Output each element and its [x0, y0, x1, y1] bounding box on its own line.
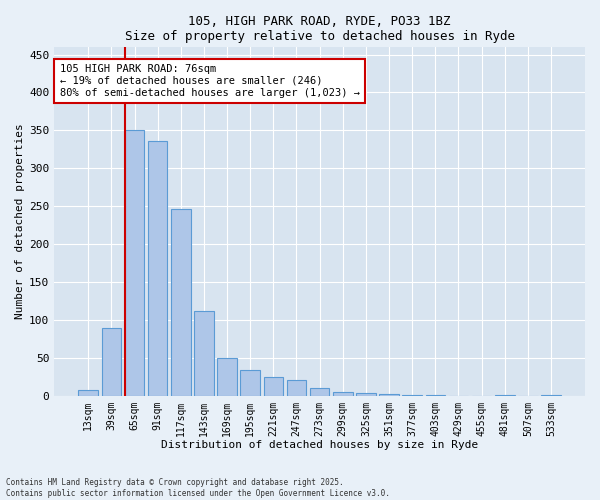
Bar — [101, 328, 121, 396]
Bar — [379, 394, 399, 396]
Bar — [263, 377, 283, 396]
Bar — [194, 311, 214, 396]
Title: 105, HIGH PARK ROAD, RYDE, PO33 1BZ
Size of property relative to detached houses: 105, HIGH PARK ROAD, RYDE, PO33 1BZ Size… — [125, 15, 515, 43]
Bar — [403, 395, 422, 396]
Bar — [241, 370, 260, 396]
Bar — [425, 395, 445, 396]
Bar — [541, 395, 561, 396]
Bar — [287, 380, 307, 396]
Bar — [310, 388, 329, 396]
Bar — [333, 392, 353, 396]
Bar — [356, 392, 376, 396]
Bar — [79, 390, 98, 396]
Bar — [148, 141, 167, 396]
Bar — [125, 130, 145, 396]
Text: Contains HM Land Registry data © Crown copyright and database right 2025.
Contai: Contains HM Land Registry data © Crown c… — [6, 478, 390, 498]
Bar — [171, 209, 191, 396]
Y-axis label: Number of detached properties: Number of detached properties — [15, 124, 25, 319]
X-axis label: Distribution of detached houses by size in Ryde: Distribution of detached houses by size … — [161, 440, 478, 450]
Text: 105 HIGH PARK ROAD: 76sqm
← 19% of detached houses are smaller (246)
80% of semi: 105 HIGH PARK ROAD: 76sqm ← 19% of detac… — [59, 64, 359, 98]
Bar — [495, 395, 515, 396]
Bar — [217, 358, 237, 396]
